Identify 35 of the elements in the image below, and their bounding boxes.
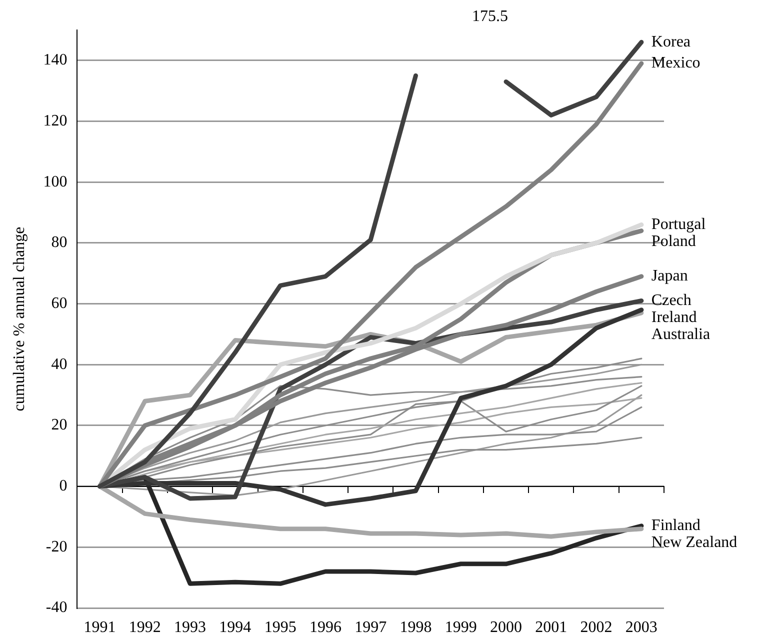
x-tick-label: 1998 [400,619,432,636]
text: 175.5 [471,8,509,26]
series-label: Mexico [651,54,700,72]
series-label: Australia [651,326,710,343]
series-label: Finland [651,517,700,534]
y-tick-label: 140 [43,52,68,69]
y-tick-label: 100 [43,173,68,190]
x-tick-label: 1994 [219,619,252,636]
x-tick-label: 1996 [309,619,342,636]
y-tick-label: 40 [51,356,68,373]
y-tick-label: 20 [51,416,68,434]
x-tick-label: 2002 [580,619,612,636]
x-tick-label: 2001 [535,619,568,636]
series-label: Poland [651,232,696,250]
x-tick-label: 1995 [264,619,296,636]
y-tick-label: -40 [46,599,68,616]
x-tick-label: 1991 [84,619,116,636]
series-label: New Zealand [651,534,738,552]
series-label: Japan [651,268,688,285]
y-tick-label: 120 [43,112,68,130]
x-tick-label: 1997 [354,619,387,636]
x-tick-label: 1992 [128,619,161,636]
series-label: Portugal [651,216,706,233]
y-tick-label: 80 [51,234,68,252]
x-tick-label: 1999 [444,619,477,636]
series-label: Czech [651,292,692,309]
series-label: Korea [651,33,691,50]
y-tick-label: -20 [46,538,68,556]
series-label: Ireland [651,308,697,326]
x-tick-label: 2003 [625,619,658,636]
y-tick-label: 60 [51,294,68,312]
y-tick-label: 0 [59,478,68,495]
x-tick-label: 2000 [490,619,522,636]
y-axis-title: cumulative % annual change [10,226,28,412]
x-tick-label: 1993 [174,619,206,636]
